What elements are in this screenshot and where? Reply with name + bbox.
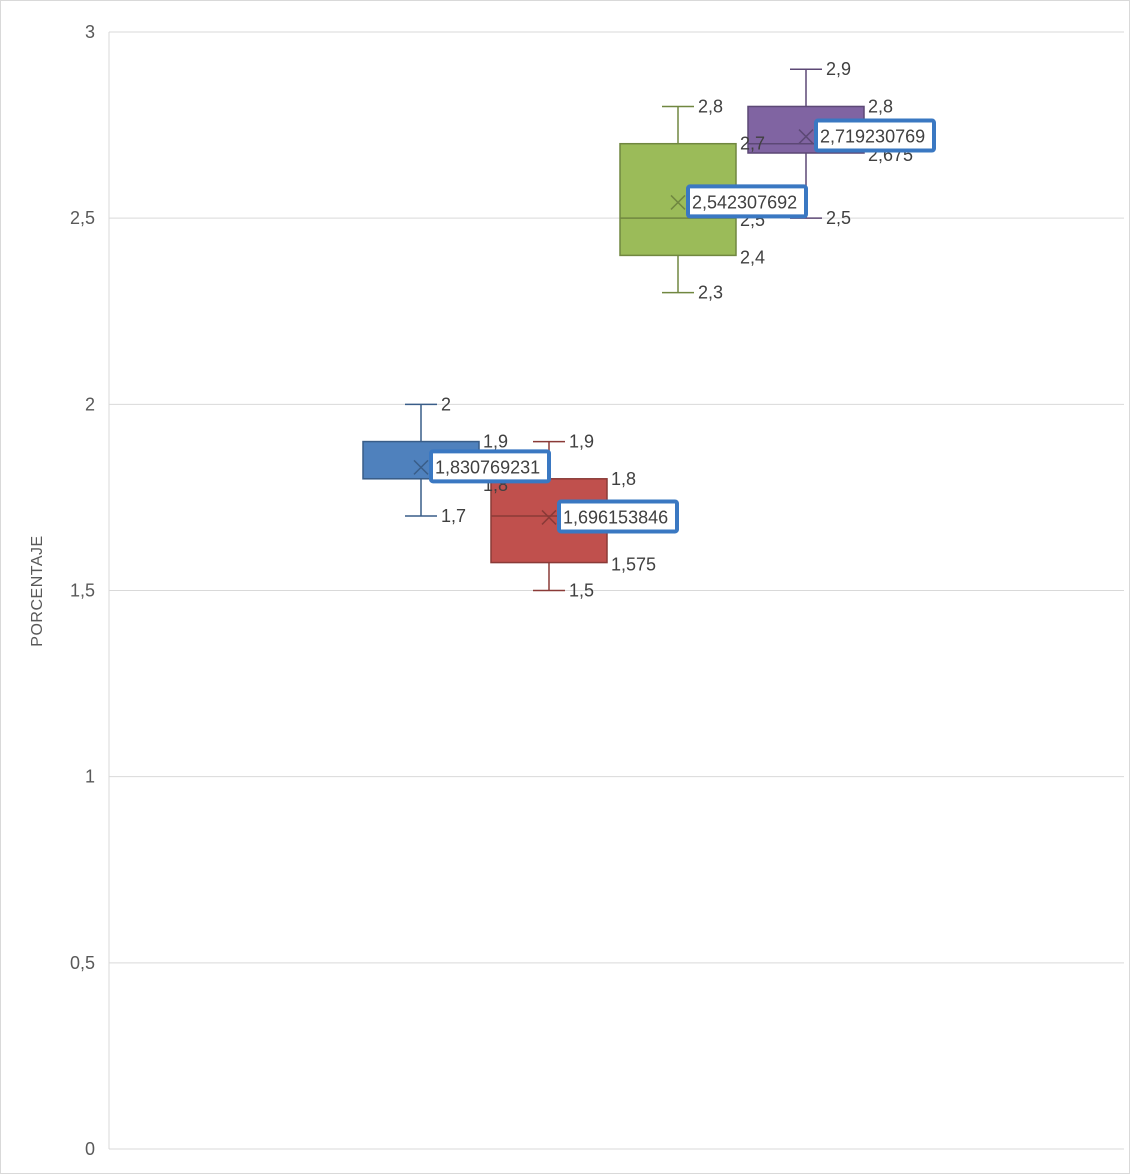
- mean-label: 2,542307692: [686, 184, 808, 219]
- data-label-q1: 1,575: [611, 555, 656, 575]
- mean-label-text: 1,696153846: [563, 507, 668, 527]
- data-label-max: 1,9: [569, 432, 594, 452]
- mean-label: 2,719230769: [814, 118, 936, 153]
- data-label-q3: 2,7: [740, 134, 765, 154]
- mean-label-text: 1,830769231: [435, 457, 540, 477]
- mean-marker: [670, 194, 686, 210]
- mean-label-frame: [557, 499, 679, 534]
- y-axis-label: PORCENTAJE: [29, 535, 46, 646]
- data-label-min: 2,3: [698, 283, 723, 303]
- box-series: [362, 68, 865, 592]
- mean-label: 1,696153846: [557, 499, 679, 534]
- gridlines: [108, 31, 1124, 1150]
- mean-marker: [413, 459, 429, 475]
- mean-label-frame: [429, 449, 551, 484]
- data-label-min: 1,5: [569, 581, 594, 601]
- data-label-q1: 2,4: [740, 247, 765, 267]
- mean-label-text: 2,542307692: [692, 192, 797, 212]
- data-label-q3: 1,8: [611, 469, 636, 489]
- mean-labels: 1,830769231 1,696153846 2,542307692 2,71923…: [429, 118, 936, 534]
- data-label-q3: 1,9: [483, 432, 508, 452]
- box-series-2: [490, 440, 608, 592]
- y-tick-label: 2,5: [70, 208, 95, 228]
- mean-label-frame: [686, 184, 808, 219]
- data-label-max: 2: [441, 394, 451, 414]
- y-tick-label: 1: [85, 767, 95, 787]
- y-tick-label: 0: [85, 1139, 95, 1159]
- mean-marker: [541, 509, 557, 525]
- y-tick-label: 1,5: [70, 581, 95, 601]
- mean-marker: [798, 129, 814, 145]
- data-label-q3: 2,8: [868, 96, 893, 116]
- y-axis-ticks: 0 0,5 1 1,5 2 2,5 3: [70, 22, 95, 1159]
- data-label-min: 2,5: [826, 208, 851, 228]
- box-series-4: [747, 68, 865, 219]
- data-label-max: 2,8: [698, 96, 723, 116]
- mean-label-frame: [814, 118, 936, 153]
- y-tick-label: 3: [85, 22, 95, 42]
- mean-label: 1,830769231: [429, 449, 551, 484]
- data-label-max: 2,9: [826, 59, 851, 79]
- y-tick-label: 0,5: [70, 953, 95, 973]
- data-label-min: 1,7: [441, 506, 466, 526]
- y-tick-label: 2: [85, 394, 95, 414]
- mean-label-text: 2,719230769: [820, 127, 925, 147]
